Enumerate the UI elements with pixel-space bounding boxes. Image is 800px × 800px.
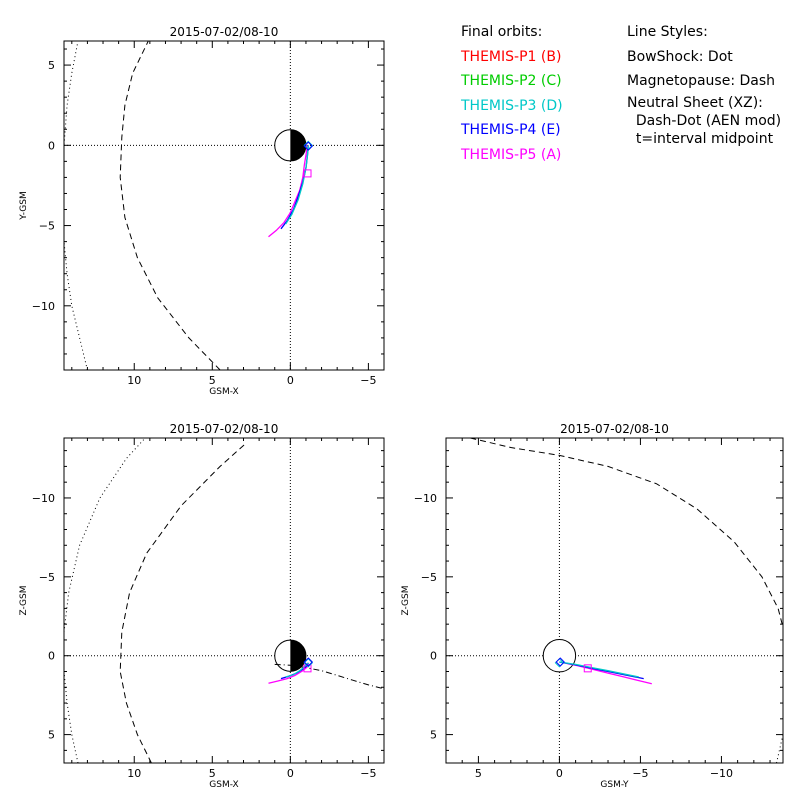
x-tick-label-xy: 10 xyxy=(127,374,141,387)
y-axis-label-xy: Y-GSM xyxy=(19,191,29,220)
y-tick-label-xy: −5 xyxy=(39,220,55,233)
line-style-magnetopause: Magnetopause: Dash xyxy=(627,73,776,89)
plot-area-xy xyxy=(64,41,384,370)
plot-frame-xz xyxy=(63,437,385,764)
earth-night-side-xy xyxy=(290,129,306,161)
line-styles-legend: Line Styles: BowShock: Dot Magnetopause:… xyxy=(627,20,781,148)
marker-themis-p4-e-xz xyxy=(303,657,314,667)
orbits-legend: Final orbits: THEMIS-P1 (B) THEMIS-P2 (C… xyxy=(461,20,563,167)
legend-item-themis-p1: THEMIS-P1 (B) xyxy=(461,48,562,65)
line-style-bowshock: BowShock: Dot xyxy=(627,48,733,65)
x-tick-label-xy: 0 xyxy=(287,374,294,387)
y-tick-label-yz: −5 xyxy=(421,571,437,584)
legend-item-themis-p2: THEMIS-P2 (C) xyxy=(461,73,562,89)
series-bowshock-yz xyxy=(776,734,783,763)
x-tick-label-xz: 0 xyxy=(287,767,294,780)
line-style-time-note: t=interval midpoint xyxy=(627,130,774,147)
orbits-legend-header: Final orbits: xyxy=(461,24,543,40)
series-neutral-sheet-xz xyxy=(274,663,384,690)
y-tick-label-xz: −5 xyxy=(39,571,55,584)
x-tick-label-xz: 5 xyxy=(209,767,216,780)
marker-themis-p3-d-xy xyxy=(303,140,314,151)
series-themis-p3-d-yz xyxy=(559,661,639,678)
plot-frame-xy xyxy=(63,40,385,371)
panel-title-yz: 2015-07-02/08-10 xyxy=(560,422,669,436)
marker-themis-p3-d-xz xyxy=(303,658,314,668)
x-tick-label-xz: 10 xyxy=(127,767,141,780)
legend-item-themis-p3: THEMIS-P3 (D) xyxy=(461,97,563,114)
series-themis-p5-a-yz xyxy=(559,661,652,685)
y-tick-label-xz: −10 xyxy=(32,492,55,505)
marker-themis-p5-a-xy xyxy=(303,169,312,178)
panel-yz: 5 0 −5 −10 5 0 −5 −10 2015-07-02/08-10 GSM-Y Z-GSM xyxy=(401,422,784,790)
y-tick-label-xy: 5 xyxy=(48,59,55,72)
plot-area-xz xyxy=(64,438,384,763)
y-tick-label-yz: −10 xyxy=(414,492,437,505)
x-tick-label-yz: −5 xyxy=(632,767,648,780)
x-tick-label-xy: 5 xyxy=(209,374,216,387)
line-style-neutral-sheet: Neutral Sheet (XZ): xyxy=(627,94,763,111)
y-axis-label-yz: Z-GSM xyxy=(401,585,411,615)
series-bowshock-xz xyxy=(64,438,146,763)
panel-xz: 10 5 0 −5 5 0 −5 −10 2015-07-02/08-10 GSM-X Z-GSM xyxy=(19,422,385,790)
x-tick-label-yz: 0 xyxy=(556,767,563,780)
series-themis-p3-d-xy xyxy=(285,145,309,225)
y-tick-label-xy: 0 xyxy=(48,139,55,152)
y-tick-label-yz: 0 xyxy=(430,650,437,663)
line-style-neutral-sheet-model: Dash-Dot (AEN mod) xyxy=(627,112,782,129)
series-themis-p5-a-xy xyxy=(268,145,309,238)
x-tick-label-yz: 5 xyxy=(475,767,482,780)
series-magnetopause-yz xyxy=(470,438,783,628)
panel-xy: 10 5 0 −5 −10 −5 0 5 2015-07-02/08-10 GSM-X Y-GSM xyxy=(19,25,385,397)
x-axis-label-yz: GSM-Y xyxy=(600,780,629,790)
x-axis-label-xz: GSM-X xyxy=(209,780,238,790)
series-bowshock-xy xyxy=(64,41,88,370)
marker-themis-p4-e-xy xyxy=(303,141,314,151)
x-tick-label-xy: −5 xyxy=(360,374,376,387)
plot-area-yz xyxy=(446,438,783,763)
series-magnetopause-xy xyxy=(119,41,221,370)
x-axis-label-xy: GSM-X xyxy=(209,387,238,397)
marker-themis-p4-e-yz xyxy=(555,657,565,667)
line-styles-header: Line Styles: xyxy=(627,24,708,40)
x-tick-label-yz: −10 xyxy=(710,767,733,780)
x-tick-label-xz: −5 xyxy=(360,767,376,780)
series-magnetopause-xz xyxy=(119,442,247,763)
y-tick-label-yz: 5 xyxy=(430,729,437,742)
y-axis-label-xz: Z-GSM xyxy=(19,585,29,615)
y-tick-label-xy: −10 xyxy=(32,300,55,313)
y-tick-label-xz: 5 xyxy=(48,729,55,742)
legend-item-themis-p5: THEMIS-P5 (A) xyxy=(461,146,562,163)
panel-title-xy: 2015-07-02/08-10 xyxy=(170,25,279,39)
plot-frame-yz xyxy=(445,437,784,764)
earth-night-side-xz xyxy=(290,640,306,672)
marker-themis-p5-a-yz xyxy=(583,664,592,673)
series-themis-p3-d-xz xyxy=(285,662,309,678)
y-tick-label-xz: 0 xyxy=(48,650,55,663)
legend-item-themis-p4: THEMIS-P4 (E) xyxy=(461,122,561,138)
panel-title-xz: 2015-07-02/08-10 xyxy=(170,422,279,436)
